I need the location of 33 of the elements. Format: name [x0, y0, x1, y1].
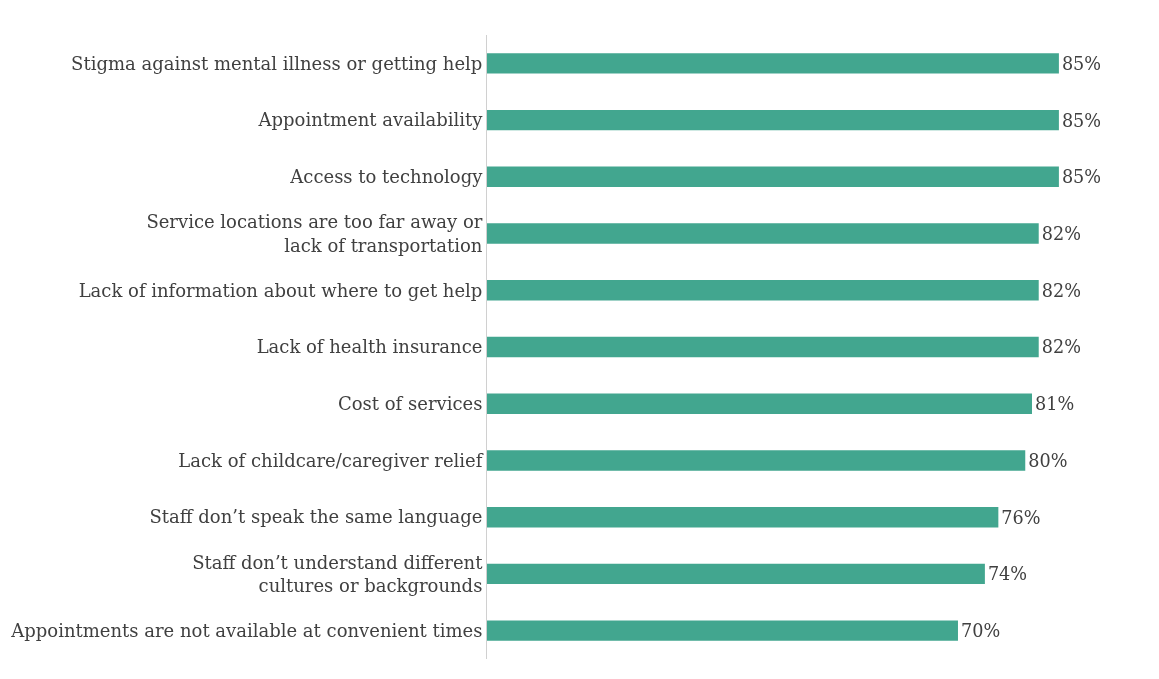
y-tick-label: Lack of childcare/caregiver relief	[178, 449, 484, 471]
data-label: 85%	[1061, 53, 1102, 74]
y-tick-label: Lack of health insurance	[256, 336, 483, 358]
bar	[487, 223, 1039, 244]
bar	[487, 109, 1059, 131]
y-tick-label: Service locations are too far away or lack of transportation	[146, 211, 483, 256]
bar	[487, 336, 1039, 358]
data-label: 82%	[1041, 280, 1081, 301]
data-label: 74%	[987, 564, 1028, 585]
bar	[487, 563, 985, 585]
y-tick-label: Appointments are not available at convenient times	[10, 619, 483, 641]
data-label: 81%	[1035, 394, 1075, 415]
bar	[487, 280, 1039, 301]
data-label: 82%	[1041, 337, 1081, 358]
y-tick-label: Stigma against mental illness or getting help	[71, 52, 483, 74]
bar	[487, 620, 958, 641]
bar	[487, 506, 999, 528]
y-tick-label: Cost of services	[337, 393, 483, 415]
data-label: 85%	[1061, 110, 1102, 131]
data-label: 80%	[1028, 450, 1068, 471]
bar	[487, 450, 1026, 471]
y-tick-label: Access to technology	[289, 166, 484, 188]
data-label: 70%	[960, 621, 1001, 642]
data-label: 85%	[1061, 167, 1102, 188]
data-label: 76%	[1001, 507, 1041, 528]
y-tick-label: Staff don’t understand different cultures or backgrounds	[192, 551, 484, 596]
bar	[487, 53, 1059, 74]
data-label: 82%	[1041, 224, 1081, 245]
y-tick-label: Lack of information about where to get help	[78, 279, 483, 301]
y-tick-label: Appointment availability	[257, 109, 484, 131]
bar	[487, 393, 1032, 414]
bar	[487, 166, 1059, 188]
y-tick-label: Staff don’t speak the same language	[149, 506, 483, 528]
